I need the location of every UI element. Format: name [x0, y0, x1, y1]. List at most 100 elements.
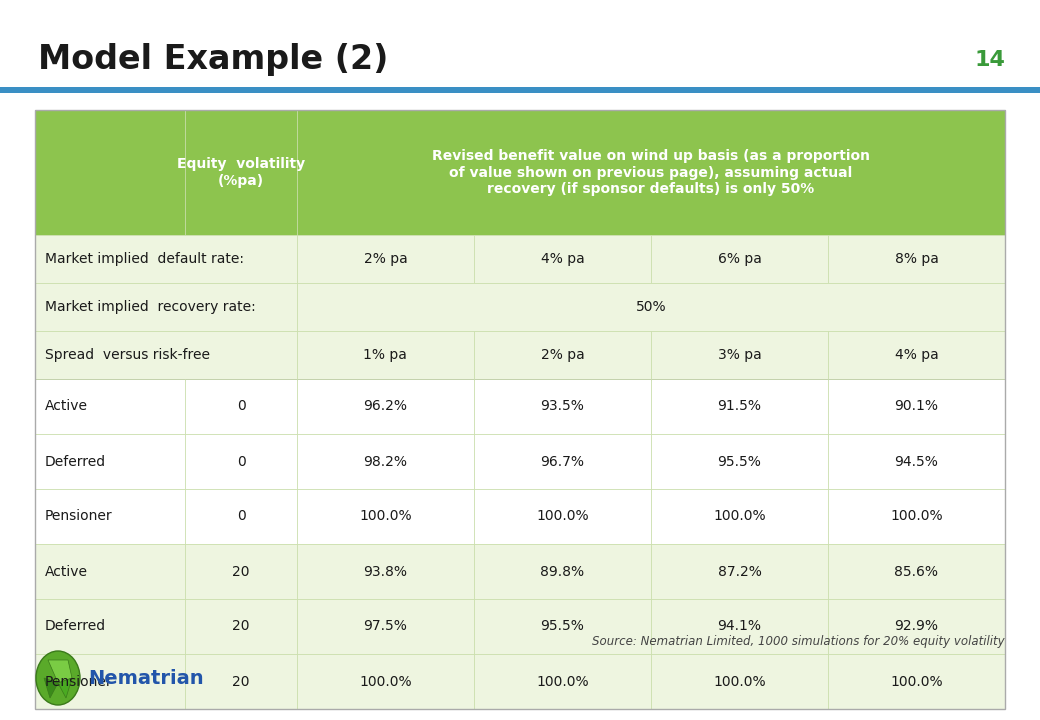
Text: Active: Active	[45, 400, 88, 413]
Bar	[296, 283, 1005, 331]
Bar	[185, 654, 296, 709]
Text: 97.5%: 97.5%	[363, 619, 408, 634]
Text: 100.0%: 100.0%	[359, 675, 412, 688]
Text: 20: 20	[232, 619, 250, 634]
Text: Revised benefit value on wind up basis (as a proportion
of value shown on previo: Revised benefit value on wind up basis (…	[432, 149, 869, 196]
Text: 100.0%: 100.0%	[359, 510, 412, 523]
Text: Pensioner: Pensioner	[45, 675, 112, 688]
Text: 1% pa: 1% pa	[363, 348, 408, 362]
Text: 95.5%: 95.5%	[541, 619, 584, 634]
Text: 4% pa: 4% pa	[541, 252, 584, 266]
Bar	[828, 544, 1005, 599]
Bar	[35, 654, 185, 709]
Bar	[828, 235, 1005, 283]
Bar	[296, 434, 474, 489]
Text: Deferred: Deferred	[45, 454, 106, 469]
Text: 100.0%: 100.0%	[537, 510, 589, 523]
Text: Equity  volatility
(%pa): Equity volatility (%pa)	[177, 158, 305, 188]
Text: 100.0%: 100.0%	[713, 510, 765, 523]
Bar	[35, 434, 185, 489]
Bar	[296, 110, 1005, 235]
Text: 89.8%: 89.8%	[541, 564, 584, 578]
Text: 94.1%: 94.1%	[718, 619, 761, 634]
Bar	[185, 489, 296, 544]
Bar	[474, 235, 651, 283]
Text: Spread  versus risk-free: Spread versus risk-free	[45, 348, 210, 362]
Text: 6% pa: 6% pa	[718, 252, 761, 266]
Bar	[185, 379, 296, 434]
Text: 4% pa: 4% pa	[894, 348, 938, 362]
Bar	[828, 599, 1005, 654]
Polygon shape	[44, 678, 58, 698]
Polygon shape	[48, 660, 72, 683]
Bar	[0, 87, 1040, 93]
Bar	[35, 599, 185, 654]
Text: Deferred: Deferred	[45, 619, 106, 634]
Ellipse shape	[36, 651, 80, 705]
Text: 100.0%: 100.0%	[890, 675, 943, 688]
Text: 98.2%: 98.2%	[363, 454, 408, 469]
Text: 91.5%: 91.5%	[718, 400, 761, 413]
Bar	[474, 544, 651, 599]
Bar	[651, 331, 828, 379]
Text: 100.0%: 100.0%	[537, 675, 589, 688]
Text: 95.5%: 95.5%	[718, 454, 761, 469]
Text: 2% pa: 2% pa	[364, 252, 408, 266]
Text: 2% pa: 2% pa	[541, 348, 584, 362]
Bar	[296, 544, 474, 599]
Bar	[185, 434, 296, 489]
Bar	[828, 434, 1005, 489]
Bar	[474, 434, 651, 489]
Text: 50%: 50%	[635, 300, 667, 314]
Bar	[651, 654, 828, 709]
Text: 100.0%: 100.0%	[713, 675, 765, 688]
Bar	[185, 110, 296, 235]
Bar	[35, 379, 185, 434]
Text: Market implied  recovery rate:: Market implied recovery rate:	[45, 300, 256, 314]
Bar	[296, 235, 474, 283]
Bar	[35, 283, 296, 331]
Text: Nematrian: Nematrian	[88, 668, 204, 688]
Bar	[35, 379, 1005, 381]
Bar	[651, 235, 828, 283]
Bar	[296, 379, 474, 434]
Bar	[651, 379, 828, 434]
Bar	[35, 110, 1005, 709]
Text: 20: 20	[232, 564, 250, 578]
Bar	[35, 331, 296, 379]
Bar	[651, 434, 828, 489]
Text: 0: 0	[237, 510, 245, 523]
Text: Model Example (2): Model Example (2)	[38, 43, 388, 76]
Bar	[185, 544, 296, 599]
Text: 85.6%: 85.6%	[894, 564, 938, 578]
Text: 20: 20	[232, 675, 250, 688]
Bar	[651, 544, 828, 599]
Text: Active: Active	[45, 564, 88, 578]
Bar	[35, 235, 296, 283]
Text: 96.7%: 96.7%	[541, 454, 584, 469]
Bar	[296, 654, 474, 709]
Bar	[296, 599, 474, 654]
Text: 93.5%: 93.5%	[541, 400, 584, 413]
Bar	[474, 654, 651, 709]
Bar	[296, 489, 474, 544]
Bar	[651, 599, 828, 654]
Text: Pensioner: Pensioner	[45, 510, 112, 523]
Text: 92.9%: 92.9%	[894, 619, 938, 634]
Text: 8% pa: 8% pa	[894, 252, 938, 266]
Bar	[35, 110, 185, 235]
Text: Source: Nematrian Limited, 1000 simulations for 20% equity volatility: Source: Nematrian Limited, 1000 simulati…	[593, 636, 1005, 649]
Text: Market implied  default rate:: Market implied default rate:	[45, 252, 244, 266]
Bar	[828, 654, 1005, 709]
Text: 14: 14	[974, 50, 1005, 70]
Bar	[828, 489, 1005, 544]
Text: 0: 0	[237, 454, 245, 469]
Text: 94.5%: 94.5%	[894, 454, 938, 469]
Bar	[651, 489, 828, 544]
Bar	[828, 331, 1005, 379]
Text: 93.8%: 93.8%	[363, 564, 408, 578]
Bar	[828, 379, 1005, 434]
Bar	[474, 331, 651, 379]
Bar	[474, 489, 651, 544]
Text: 90.1%: 90.1%	[894, 400, 938, 413]
